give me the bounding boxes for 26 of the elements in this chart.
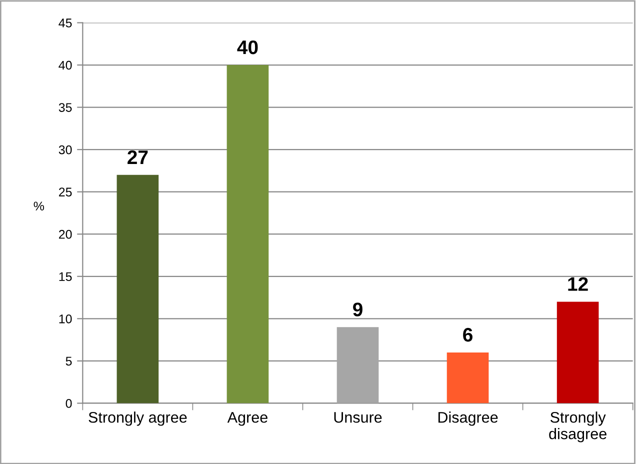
data-label: 12 (568, 277, 588, 291)
x-tick-label: Unsure (334, 412, 382, 423)
data-label: 6 (463, 328, 472, 342)
bar (446, 352, 489, 404)
x-tick-label: Agree (227, 412, 268, 426)
y-tick-label: 30 (58, 145, 72, 154)
y-tick-label: 0 (66, 399, 72, 408)
x-tick-label: Strongly disagree (549, 412, 606, 442)
y-tick-label: 25 (58, 188, 72, 196)
y-tick-label: 45 (58, 18, 72, 28)
data-label: 27 (128, 150, 148, 164)
x-tick-label: Strongly agree (88, 412, 187, 426)
y-axis-title: % (34, 202, 44, 210)
data-label: 9 (353, 302, 362, 316)
y-tick-label: 10 (59, 314, 72, 324)
bar (556, 302, 599, 404)
x-tick-label: Disagree (438, 412, 498, 426)
y-tick-label: 20 (58, 230, 72, 239)
bar (226, 65, 269, 404)
y-tick-label: 40 (58, 60, 72, 70)
bar (116, 174, 159, 404)
y-tick-label: 35 (58, 103, 72, 112)
y-tick-label: 15 (59, 272, 72, 282)
data-label: 40 (237, 40, 258, 54)
bar (336, 327, 379, 404)
y-tick-label: 5 (66, 356, 72, 366)
